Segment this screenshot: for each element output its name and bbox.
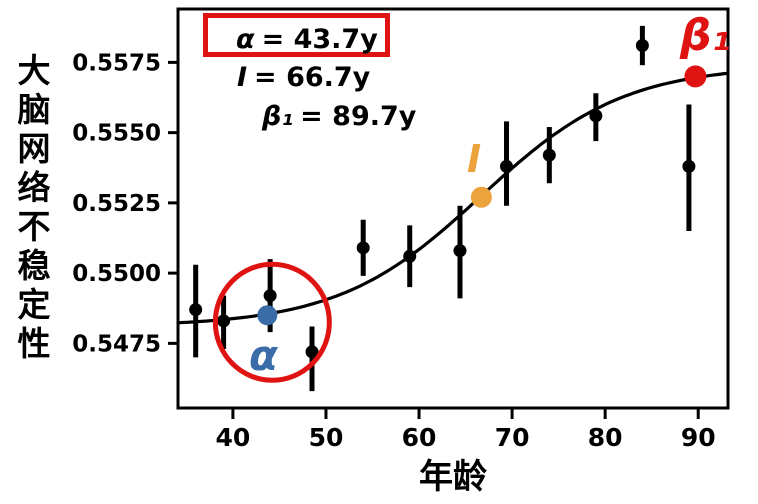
y-tick-label: 0.5575 [72,50,161,76]
axes-box [176,7,730,410]
alpha-point-label: α [249,331,278,380]
data-point [189,303,203,317]
alpha-point [257,305,278,326]
data-point [682,159,696,173]
y-tick-label: 0.5475 [72,331,161,357]
alpha-annotation-box [203,13,390,57]
annotation-beta1-value: β₁ = 89.7y [262,100,416,134]
annotation-beta1-symbol: β₁ [262,101,294,132]
annotation-beta1-text: = 89.7y [300,101,417,132]
data-point [542,148,556,162]
annotation-alpha-text: = 43.7y [261,24,378,55]
inflection-point-label: I [467,137,482,181]
x-tick-label: 70 [495,423,530,452]
data-point [635,39,649,53]
data-point [356,241,370,255]
beta1-point [684,65,707,88]
data-point [263,289,277,303]
beta1-point-label: β₁ [680,10,731,61]
annotation-alpha-symbol: α [236,24,255,55]
data-point [305,345,319,359]
annotation-alpha-value: α = 43.7y [236,23,378,57]
inflection-point [470,186,492,208]
y-axis-label: 大脑网络不稳定性 [17,51,51,363]
x-tick-label: 60 [402,423,437,452]
fit-curve [177,71,728,325]
annotation-inflection-symbol: I [237,62,248,93]
data-point [453,244,467,258]
x-tick-label: 40 [216,423,251,452]
x-tick-label: 90 [681,423,716,452]
annotation-inflection-text: = 66.7y [254,62,371,93]
alpha-highlight-circle [212,261,332,383]
y-tick-label: 0.5550 [72,121,161,147]
annotation-inflection-value: I = 66.7y [237,61,370,95]
y-tick-label: 0.5500 [72,261,161,287]
x-axis-label: 年龄 [419,457,487,497]
x-tick-label: 80 [588,423,623,452]
x-tick-label: 50 [309,423,344,452]
y-tick-label: 0.5525 [72,191,161,217]
